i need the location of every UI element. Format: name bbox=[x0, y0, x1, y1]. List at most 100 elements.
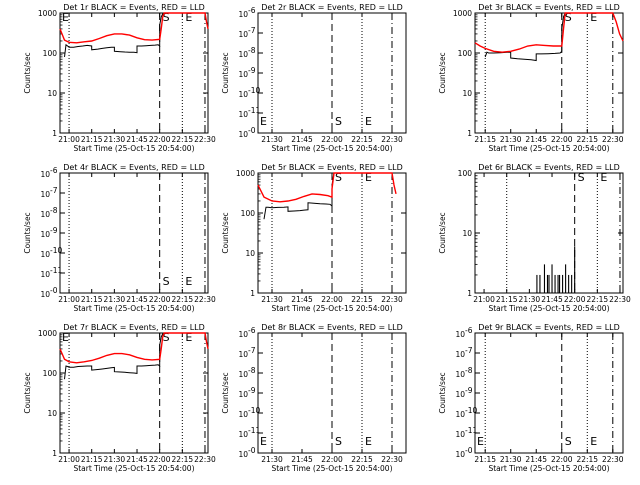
x-tick-label: 22:30 bbox=[602, 455, 624, 464]
x-axis-label: Start Time (25-Oct-15 20:54:00) bbox=[488, 144, 609, 153]
x-tick-label: 21:30 bbox=[261, 135, 283, 144]
y-tick-label-exponent: -11 bbox=[50, 266, 62, 275]
lld-series-line bbox=[474, 12, 624, 53]
x-tick-label: 21:00 bbox=[58, 455, 80, 464]
x-tick-label: 22:15 bbox=[172, 455, 194, 464]
y-tick-label-mantissa: 10 bbox=[40, 270, 50, 279]
y-tick-label: 100 bbox=[458, 169, 473, 178]
y-tick-label-mantissa: 10 bbox=[238, 390, 248, 399]
x-tick-label: 21:45 bbox=[525, 135, 547, 144]
x-axis-label: Start Time (25-Oct-15 20:54:00) bbox=[73, 144, 194, 153]
panel-title: Det 7r BLACK = Events, RED = LLD bbox=[63, 323, 205, 332]
y-tick-label-mantissa: 10 bbox=[40, 170, 50, 179]
start-marker: S bbox=[565, 11, 572, 24]
x-tick-label: 22:30 bbox=[602, 135, 624, 144]
x-tick-label: 21:00 bbox=[473, 295, 495, 304]
y-axis-label: Counts/sec bbox=[221, 372, 230, 413]
start-marker: S bbox=[163, 331, 170, 344]
x-tick-label: 21:15 bbox=[474, 455, 496, 464]
panel-title: Det 2r BLACK = Events, RED = LLD bbox=[261, 3, 403, 12]
x-tick-label: 22:15 bbox=[351, 295, 373, 304]
x-tick-label: 22:15 bbox=[576, 135, 598, 144]
x-tick-label: 22:00 bbox=[564, 295, 586, 304]
x-axis-label: Start Time (25-Oct-15 20:54:00) bbox=[271, 464, 392, 473]
y-tick-label-mantissa: 10 bbox=[40, 230, 50, 239]
y-axis-label: Counts/sec bbox=[23, 372, 32, 413]
events-series-line bbox=[64, 12, 165, 57]
panel-title: Det 3r BLACK = Events, RED = LLD bbox=[478, 3, 620, 12]
x-tick-label: 21:45 bbox=[291, 295, 313, 304]
x-axis-label: Start Time (25-Oct-15 20:54:00) bbox=[271, 304, 392, 313]
panel-title: Det 8r BLACK = Events, RED = LLD bbox=[261, 323, 403, 332]
x-tick-label: 21:30 bbox=[261, 295, 283, 304]
y-tick-label-exponent: -9 bbox=[465, 386, 473, 395]
y-tick-label: 100 bbox=[458, 49, 473, 58]
y-tick-label-exponent: -7 bbox=[248, 26, 256, 35]
y-tick-label-mantissa: 10 bbox=[238, 410, 248, 419]
end-marker: E bbox=[185, 331, 192, 344]
x-tick-label: 22:00 bbox=[149, 135, 171, 144]
y-tick-label-exponent: -6 bbox=[465, 326, 473, 335]
y-tick-label-mantissa: 10 bbox=[40, 290, 50, 299]
start-marker: S bbox=[578, 171, 585, 184]
y-tick-label-exponent: -8 bbox=[248, 46, 256, 55]
y-tick-label-mantissa: 10 bbox=[455, 350, 465, 359]
y-axis-label: Counts/sec bbox=[438, 372, 447, 413]
start-marker: S bbox=[335, 171, 342, 184]
x-tick-label: 21:30 bbox=[500, 455, 522, 464]
end-marker: E bbox=[185, 275, 192, 288]
x-axis-label: Start Time (25-Oct-15 20:54:00) bbox=[73, 304, 194, 313]
x-tick-label: 21:30 bbox=[519, 295, 541, 304]
y-tick-label-exponent: -9 bbox=[248, 386, 256, 395]
x-tick-label: 22:00 bbox=[551, 455, 573, 464]
y-tick-label-exponent: -10 bbox=[248, 406, 260, 415]
x-tick-label: 21:45 bbox=[126, 455, 148, 464]
x-tick-label: 21:15 bbox=[81, 455, 103, 464]
y-tick-label-exponent: -6 bbox=[248, 6, 256, 15]
x-tick-label: 22:15 bbox=[576, 455, 598, 464]
start-marker: S bbox=[335, 435, 342, 448]
y-tick-label: 10 bbox=[462, 89, 472, 98]
y-tick-label: 1000 bbox=[38, 9, 57, 18]
lld-series-line bbox=[257, 172, 397, 203]
panel-title: Det 6r BLACK = Events, RED = LLD bbox=[478, 163, 620, 172]
y-tick-label-exponent: -11 bbox=[248, 426, 260, 435]
events-series-line bbox=[484, 12, 566, 62]
y-tick-label-exponent: -0 bbox=[248, 126, 256, 135]
y-tick-label-mantissa: 10 bbox=[40, 210, 50, 219]
y-tick-label: 1 bbox=[52, 449, 57, 458]
y-tick-label: 1000 bbox=[236, 169, 255, 178]
end-marker: E bbox=[365, 435, 372, 448]
y-tick-label-exponent: -7 bbox=[50, 186, 58, 195]
corner-marker: E bbox=[477, 435, 484, 448]
y-tick-label-exponent: -11 bbox=[465, 426, 477, 435]
x-axis-label: Start Time (25-Oct-15 20:54:00) bbox=[271, 144, 392, 153]
x-tick-label: 22:00 bbox=[321, 295, 343, 304]
end-marker: E bbox=[365, 115, 372, 128]
panel-title: Det 5r BLACK = Events, RED = LLD bbox=[261, 163, 403, 172]
x-tick-label: 22:00 bbox=[321, 135, 343, 144]
end-marker: E bbox=[365, 171, 372, 184]
y-tick-label: 10 bbox=[47, 409, 57, 418]
y-axis-label: Counts/sec bbox=[23, 52, 32, 93]
y-tick-label-exponent: -10 bbox=[248, 86, 260, 95]
x-tick-label: 22:00 bbox=[551, 135, 573, 144]
y-tick-label-mantissa: 10 bbox=[238, 50, 248, 59]
x-tick-label: 21:45 bbox=[126, 135, 148, 144]
x-tick-label: 21:15 bbox=[474, 135, 496, 144]
y-tick-label-mantissa: 10 bbox=[238, 90, 248, 99]
y-tick-label-mantissa: 10 bbox=[455, 430, 465, 439]
y-tick-label-mantissa: 10 bbox=[238, 10, 248, 19]
x-tick-label: 21:30 bbox=[261, 455, 283, 464]
y-tick-label: 10 bbox=[47, 89, 57, 98]
y-axis-label: Counts/sec bbox=[438, 52, 447, 93]
y-tick-label-mantissa: 10 bbox=[455, 330, 465, 339]
y-tick-label-mantissa: 10 bbox=[40, 190, 50, 199]
y-tick-label-exponent: -6 bbox=[248, 326, 256, 335]
x-tick-label: 22:30 bbox=[194, 295, 216, 304]
y-axis-label: Counts/sec bbox=[221, 212, 230, 253]
x-tick-label: 21:45 bbox=[525, 455, 547, 464]
corner-marker: E bbox=[62, 331, 69, 344]
y-tick-label-exponent: -9 bbox=[50, 226, 58, 235]
y-tick-label-exponent: -10 bbox=[465, 406, 477, 415]
